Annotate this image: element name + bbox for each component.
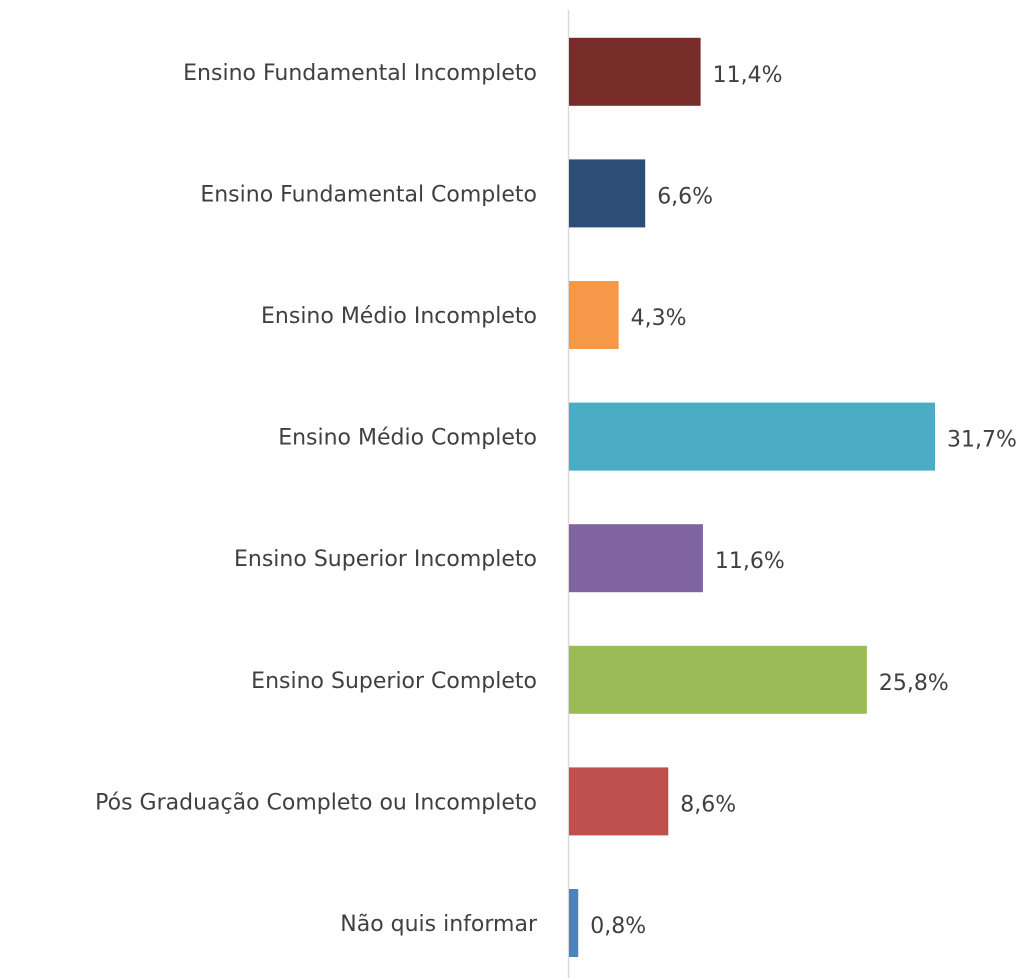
category-label: Ensino Superior Completo [251, 669, 537, 694]
category-label: Ensino Fundamental Incompleto [183, 61, 537, 86]
bar [569, 645, 867, 714]
bar [569, 281, 619, 349]
value-label: 11,4% [713, 63, 783, 88]
category-label: Não quis informar [340, 912, 538, 937]
value-label: 0,8% [590, 914, 646, 939]
value-label: 11,6% [715, 549, 785, 574]
value-label: 6,6% [657, 184, 713, 209]
category-label: Ensino Fundamental Completo [200, 182, 537, 207]
category-label: Pós Graduação Completo ou Incompleto [95, 790, 537, 815]
bar [569, 37, 701, 106]
value-label: 8,6% [680, 792, 736, 817]
bar [569, 767, 669, 836]
value-label: 4,3% [631, 306, 687, 331]
category-label: Ensino Médio Completo [278, 426, 537, 451]
category-label: Ensino Superior Incompleto [234, 547, 537, 572]
bar [569, 402, 935, 471]
bar [569, 159, 646, 228]
bar [569, 524, 703, 593]
value-label: 25,8% [879, 671, 949, 696]
category-label: Ensino Médio Incompleto [261, 304, 537, 329]
value-label: 31,7% [947, 428, 1017, 453]
bar [569, 889, 579, 957]
